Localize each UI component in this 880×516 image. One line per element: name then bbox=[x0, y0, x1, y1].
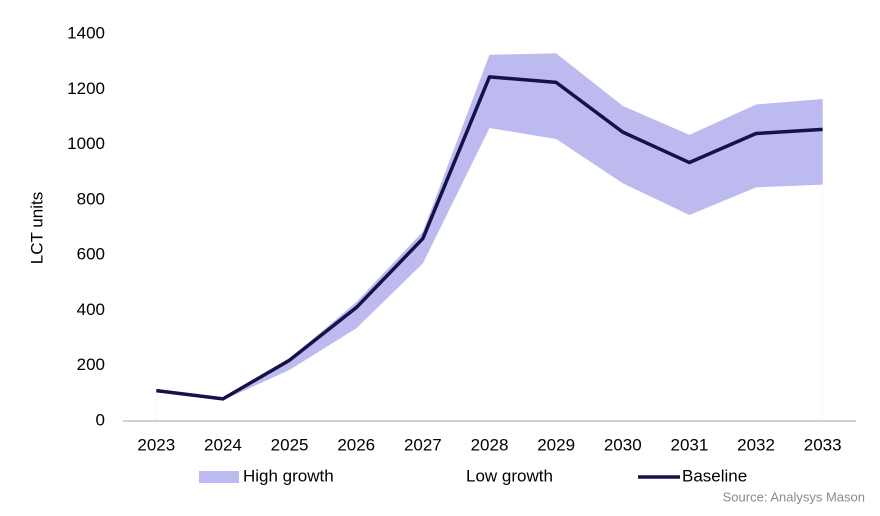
x-tick-label: 2023 bbox=[137, 435, 175, 454]
y-tick-label: 600 bbox=[77, 245, 105, 264]
y-tick-label: 800 bbox=[77, 189, 105, 208]
x-tick-label: 2027 bbox=[404, 435, 442, 454]
x-tick-label: 2024 bbox=[204, 435, 242, 454]
y-tick-label: 400 bbox=[77, 300, 105, 319]
legend-swatch bbox=[199, 471, 239, 483]
x-tick-label: 2029 bbox=[537, 435, 575, 454]
x-tick-label: 2028 bbox=[471, 435, 509, 454]
x-tick-label: 2033 bbox=[804, 435, 842, 454]
x-tick-label: 2025 bbox=[271, 435, 309, 454]
y-tick-label: 0 bbox=[96, 410, 105, 429]
source-note: Source: Analysys Mason bbox=[723, 489, 865, 504]
legend-label: Low growth bbox=[466, 466, 553, 485]
y-tick-label: 1400 bbox=[67, 23, 105, 42]
legend-label: Baseline bbox=[682, 466, 747, 485]
area bbox=[156, 127, 823, 421]
line bbox=[156, 75, 823, 401]
legend-label: High growth bbox=[243, 466, 334, 485]
x-tick-label: 2030 bbox=[604, 435, 642, 454]
x-tick-label: 2026 bbox=[337, 435, 375, 454]
legend-swatch bbox=[422, 471, 462, 483]
y-tick-label: 1000 bbox=[67, 134, 105, 153]
y-axis-title: LCT units bbox=[27, 192, 46, 264]
y-tick-label: 1200 bbox=[67, 79, 105, 98]
y-tick-label: 200 bbox=[77, 355, 105, 374]
x-tick-label: 2032 bbox=[737, 435, 775, 454]
x-tick-label: 2031 bbox=[670, 435, 708, 454]
